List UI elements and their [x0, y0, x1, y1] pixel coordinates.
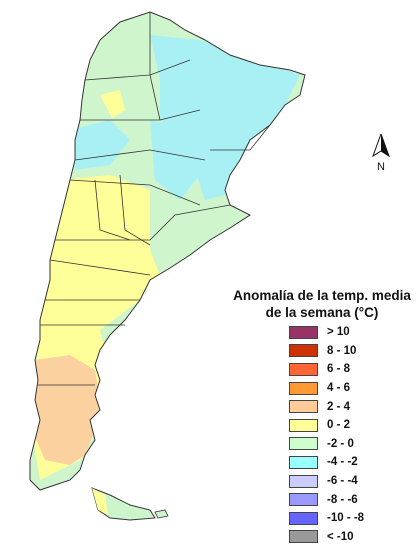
- legend-label: -2 - 0: [327, 437, 354, 450]
- legend-item: 4 - 6: [289, 379, 364, 398]
- legend-label: > 10: [327, 326, 350, 339]
- legend-label: -6 - -4: [327, 475, 358, 488]
- legend-label: 4 - 6: [327, 382, 351, 395]
- legend-swatch: [289, 325, 318, 339]
- legend-swatch: [289, 474, 318, 488]
- legend-title-line-1: Anomalía de la temp. media: [233, 288, 411, 303]
- legend-swatch: [289, 400, 318, 414]
- legend-item: > 10: [289, 323, 364, 342]
- legend-swatch: [289, 362, 318, 376]
- tierra-del-fuego: [91, 487, 156, 521]
- north-arrow-icon: [372, 132, 390, 158]
- legend-label: -4 - -2: [327, 456, 358, 469]
- legend-item: < -10: [289, 528, 364, 546]
- legend-swatch: [289, 344, 318, 358]
- legend-item: 0 - 2: [289, 416, 364, 435]
- legend-item: 8 - 10: [289, 342, 364, 361]
- small-island: [154, 509, 169, 519]
- legend-title: Anomalía de la temp. media de la semana …: [228, 287, 416, 321]
- province-borders: [38, 12, 271, 386]
- legend-label: -8 - -6: [327, 493, 358, 506]
- tierra-del-fuego-warm: [92, 488, 108, 515]
- legend-item: 2 - 4: [289, 397, 364, 416]
- legend-label: -10 - -8: [327, 512, 365, 525]
- legend-label: 2 - 4: [327, 400, 351, 413]
- legend-swatch: [289, 455, 318, 469]
- legend: > 10 8 - 10 6 - 8 4 - 6 2 - 4 0 - 2 -2 - 0 -4 -…: [289, 323, 364, 546]
- legend-label: 8 - 10: [327, 344, 357, 357]
- country-outline: [29, 11, 306, 491]
- north-arrow: N: [370, 132, 392, 173]
- legend-item: -8 - -6: [289, 490, 364, 509]
- legend-label: 6 - 8: [327, 363, 351, 376]
- legend-item: -10 - -8: [289, 509, 364, 528]
- legend-item: -6 - -4: [289, 472, 364, 491]
- legend-label: 0 - 2: [327, 419, 351, 432]
- legend-swatch: [289, 530, 318, 544]
- legend-swatch: [289, 437, 318, 451]
- legend-title-line-2: de la semana (°C): [265, 305, 379, 320]
- legend-swatch: [289, 493, 318, 507]
- legend-swatch: [289, 511, 318, 525]
- legend-item: -2 - 0: [289, 435, 364, 454]
- legend-item: 6 - 8: [289, 360, 364, 379]
- legend-item: -4 - -2: [289, 453, 364, 472]
- legend-label: < -10: [327, 530, 354, 543]
- north-label: N: [377, 161, 385, 173]
- legend-swatch: [289, 418, 318, 432]
- legend-swatch: [289, 381, 318, 395]
